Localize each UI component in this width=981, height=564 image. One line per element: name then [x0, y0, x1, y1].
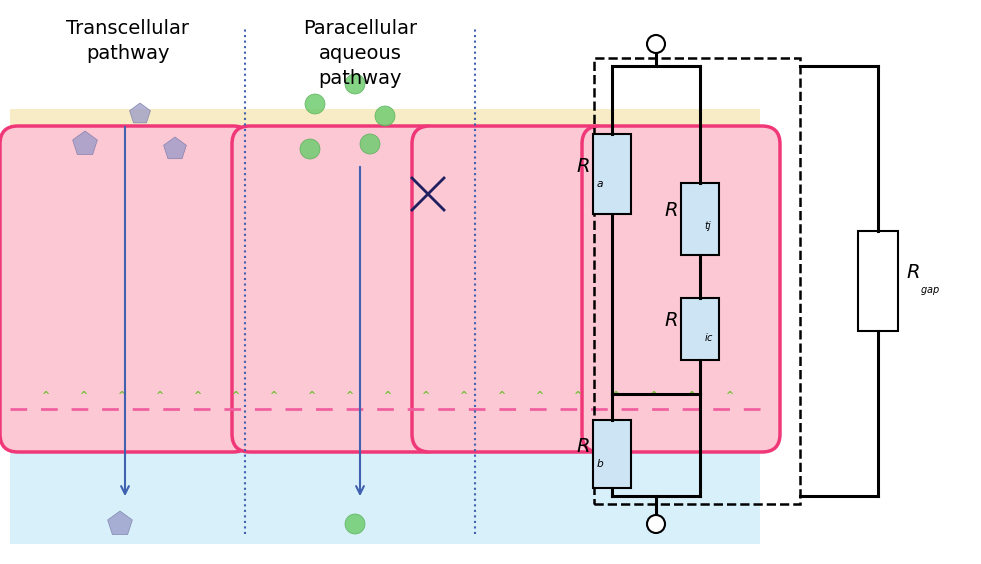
Text: $_a$: $_a$ [596, 174, 604, 190]
Text: ^: ^ [345, 391, 353, 401]
Circle shape [647, 35, 665, 53]
Text: ^: ^ [459, 391, 467, 401]
Text: ^: ^ [117, 391, 125, 401]
FancyBboxPatch shape [0, 126, 251, 452]
Text: ^: ^ [78, 391, 87, 401]
Text: $_b$: $_b$ [595, 455, 604, 469]
Text: ^: ^ [687, 391, 696, 401]
Polygon shape [129, 103, 150, 123]
Circle shape [375, 106, 395, 126]
Circle shape [360, 134, 380, 154]
Bar [858, 231, 898, 331]
FancyBboxPatch shape [232, 126, 443, 452]
Circle shape [647, 515, 665, 533]
Text: $_{ic}$: $_{ic}$ [704, 330, 714, 344]
Text: ^: ^ [383, 391, 391, 401]
Circle shape [300, 139, 320, 159]
Bar [681, 183, 719, 255]
Polygon shape [108, 511, 132, 535]
Text: Paracellular
aqueous
pathway: Paracellular aqueous pathway [303, 19, 417, 88]
Text: ^: ^ [649, 391, 657, 401]
Bar [10, 224, 760, 399]
Text: ^: ^ [193, 391, 201, 401]
Text: ^: ^ [155, 391, 163, 401]
Bar [593, 420, 631, 488]
Bar [593, 134, 631, 214]
Text: $R$: $R$ [576, 437, 590, 456]
Text: $R$: $R$ [664, 201, 678, 221]
Bar [10, 399, 760, 544]
Bar [681, 298, 719, 360]
FancyBboxPatch shape [412, 126, 613, 452]
Text: $R$: $R$ [576, 156, 590, 175]
Polygon shape [164, 137, 186, 158]
Bar [10, 109, 760, 224]
Text: ^: ^ [307, 391, 315, 401]
Text: $_{gap}$: $_{gap}$ [920, 284, 940, 298]
Text: $R$: $R$ [906, 263, 920, 283]
Bar [594, 58, 800, 504]
Text: ^: ^ [497, 391, 505, 401]
Text: ^: ^ [421, 391, 429, 401]
Circle shape [345, 514, 365, 534]
Text: $_{tj}$: $_{tj}$ [704, 220, 712, 234]
Text: $R$: $R$ [664, 311, 678, 331]
Circle shape [305, 94, 325, 114]
Circle shape [345, 74, 365, 94]
Text: Transcellular
pathway: Transcellular pathway [67, 19, 189, 63]
FancyBboxPatch shape [582, 126, 780, 452]
Text: ^: ^ [573, 391, 581, 401]
Text: ^: ^ [269, 391, 277, 401]
Bar [10, 109, 760, 544]
Text: ^: ^ [535, 391, 543, 401]
Text: ^: ^ [231, 391, 239, 401]
Polygon shape [73, 131, 97, 155]
Text: ^: ^ [41, 391, 49, 401]
Text: ^: ^ [725, 391, 733, 401]
Text: ^: ^ [611, 391, 619, 401]
